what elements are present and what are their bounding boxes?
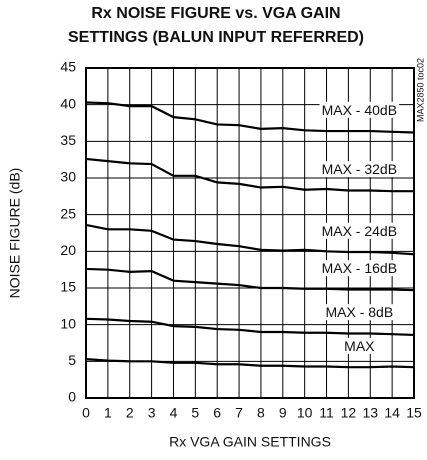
series-line: [85, 358, 415, 369]
x-tick-label: 7: [235, 405, 243, 421]
chart-title: SETTINGS (BALUN INPUT REFERRED): [68, 29, 364, 46]
series-line: [85, 101, 415, 134]
y-tick-label: 35: [60, 132, 76, 148]
x-tick-label: 6: [213, 405, 221, 421]
series-label: MAX: [344, 338, 375, 354]
y-tick-label: 15: [60, 279, 76, 295]
series-label: MAX - 24dB: [322, 223, 397, 239]
x-tick-label: 15: [406, 405, 422, 421]
x-tick-label: 2: [126, 405, 134, 421]
x-tick-label: 11: [319, 405, 334, 421]
x-tick-label: 0: [82, 405, 90, 421]
y-tick-label: 0: [68, 389, 76, 405]
series-label-bg: [319, 222, 400, 239]
series-label-bg: [319, 260, 400, 277]
y-tick-label: 40: [60, 95, 76, 111]
y-tick-label: 30: [60, 169, 76, 185]
series-label-bg: [323, 304, 396, 321]
series-label-bg: [319, 101, 400, 118]
y-tick-label: 10: [60, 315, 76, 331]
series-line: [85, 157, 414, 193]
series-label: MAX - 8dB: [325, 304, 393, 320]
plot-frame: [85, 67, 415, 399]
series-line: [85, 267, 415, 292]
x-tick-label: 14: [384, 405, 400, 421]
x-tick-label: 9: [279, 405, 287, 421]
y-axis-label: NOISE FIGURE (dB): [7, 168, 23, 299]
series-line: [85, 223, 415, 256]
y-tick-label: 25: [60, 205, 76, 221]
y-tick-label: 20: [60, 242, 76, 258]
x-tick-label: 10: [297, 405, 313, 421]
x-tick-label: 8: [257, 405, 265, 421]
series-line: [85, 317, 415, 337]
x-tick-label: 13: [362, 405, 378, 421]
x-axis-label: Rx VGA GAIN SETTINGS: [169, 434, 331, 450]
x-tick-label: 5: [191, 405, 199, 421]
series-label: MAX - 16dB: [322, 260, 397, 276]
x-tick-label: 3: [148, 405, 156, 421]
x-tick-label: 1: [104, 405, 112, 421]
annotation: MAX2850 toc02: [415, 58, 425, 122]
series-label: MAX - 40dB: [322, 102, 397, 118]
y-tick-label: 45: [60, 59, 76, 75]
y-tick-label: 5: [68, 352, 76, 368]
series-label: MAX - 32dB: [322, 161, 397, 177]
x-tick-label: 4: [170, 405, 178, 421]
series-label-bg: [319, 161, 400, 178]
x-tick-label: 12: [341, 405, 357, 421]
chart-title: Rx NOISE FIGURE vs. VGA GAIN: [91, 5, 340, 22]
series-label-bg: [342, 337, 378, 354]
